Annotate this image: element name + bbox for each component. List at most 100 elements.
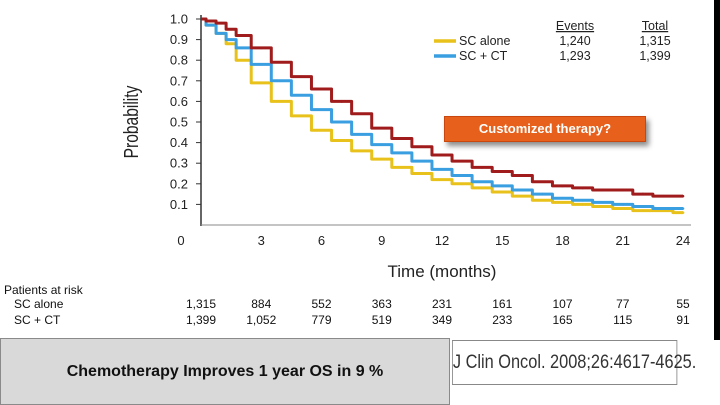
at-risk-row-label-sc-ct: SC + CT xyxy=(14,313,61,327)
curve-point xyxy=(500,190,504,194)
curve-point xyxy=(209,23,213,27)
curve-point xyxy=(621,203,625,206)
curve-point xyxy=(219,21,223,25)
curve-point xyxy=(360,149,363,153)
at-risk-title: Patients at risk xyxy=(4,283,84,297)
curve-point xyxy=(420,172,424,175)
curve-point xyxy=(601,205,604,208)
chart-legend: Events Total SC alone 1,240 1,315 SC + C… xyxy=(434,19,671,63)
curve-point xyxy=(621,207,625,210)
legend-events-sc-alone: 1,240 xyxy=(559,34,590,48)
legend-header-events: Events xyxy=(556,19,594,33)
at-risk-value: 1,399 xyxy=(186,313,216,327)
curve-point xyxy=(380,157,384,161)
x-tick-label: 9 xyxy=(378,233,385,248)
at-risk-row-label-sc-alone: SC alone xyxy=(14,297,64,311)
at-risk-value: 161 xyxy=(492,297,512,311)
at-risk-value: 233 xyxy=(492,313,512,327)
curve-point xyxy=(521,194,524,198)
curve-point xyxy=(541,180,544,184)
curve-point xyxy=(300,114,303,118)
x-tick-labels: 0 3 6 9 12 15 18 21 24 xyxy=(177,233,690,248)
y-tick-label: 0.3 xyxy=(170,156,188,171)
legend-total-sc-ct: 1,399 xyxy=(639,49,670,63)
x-tick-label: 12 xyxy=(435,233,449,248)
curve-point xyxy=(681,194,685,198)
curve-point xyxy=(500,170,504,173)
curve-point xyxy=(581,203,584,206)
curve-sc-ct xyxy=(201,17,683,211)
curve-point xyxy=(300,93,303,97)
x-tick-label: 3 xyxy=(258,233,265,248)
legend-label-sc-ct: SC + CT xyxy=(459,49,508,63)
curve-point xyxy=(561,184,564,188)
curve-point xyxy=(561,196,564,200)
curve-point xyxy=(641,192,645,196)
patients-at-risk-table: Patients at risk SC alone SC + CT 1,315 8… xyxy=(4,283,690,327)
curve-point xyxy=(380,126,384,130)
curve-point xyxy=(641,209,645,212)
curve-point xyxy=(239,34,243,37)
x-axis-label: Time (months) xyxy=(388,262,497,281)
chart-axes xyxy=(196,15,691,226)
at-risk-value: 884 xyxy=(251,297,271,311)
curve-point xyxy=(400,137,404,140)
y-tick-label: 0.6 xyxy=(170,94,188,109)
at-risk-value: 552 xyxy=(311,297,331,311)
y-tick-label: 0.4 xyxy=(170,135,188,150)
at-risk-value: 77 xyxy=(616,297,630,311)
at-risk-value: 1,052 xyxy=(246,313,276,327)
at-risk-value: 55 xyxy=(676,297,690,311)
curve-point xyxy=(480,180,484,184)
y-tick-label: 0.9 xyxy=(170,32,188,47)
curve-point xyxy=(641,205,645,208)
curve-point xyxy=(280,100,283,103)
curve-point xyxy=(380,143,384,146)
curve-point xyxy=(340,100,343,103)
customized-therapy-callout: Customized therapy? xyxy=(444,116,646,142)
curve-point xyxy=(521,174,524,177)
conclusion-box: Chemotherapy Improves 1 year OS in 9 % xyxy=(0,338,450,405)
curve-point xyxy=(460,174,464,177)
y-tick-label: 0.5 xyxy=(170,115,188,130)
curve-point xyxy=(420,145,424,149)
at-risk-value: 107 xyxy=(552,297,572,311)
at-risk-value: 91 xyxy=(676,313,690,327)
curve-point xyxy=(541,198,544,202)
at-risk-value: 349 xyxy=(432,313,452,327)
curve-point xyxy=(360,133,363,136)
y-tick-labels: 0.1 0.2 0.3 0.4 0.5 0.6 0.7 0.8 0.9 1.0 xyxy=(170,12,188,212)
y-tick-label: 0.7 xyxy=(170,73,188,88)
curve-point xyxy=(440,178,444,181)
curve-point xyxy=(440,153,444,157)
curve-point xyxy=(460,159,464,163)
curve-point xyxy=(601,188,604,192)
curve-point xyxy=(229,38,233,41)
at-risk-value: 231 xyxy=(432,297,452,311)
curve-point xyxy=(360,112,363,116)
at-risk-value: 363 xyxy=(372,297,392,311)
y-axis-label: Probability xyxy=(120,86,142,159)
curve-point xyxy=(209,19,213,23)
curve-point xyxy=(400,166,404,169)
curve-point xyxy=(320,87,323,91)
curve-point xyxy=(259,63,263,66)
at-risk-value: 1,315 xyxy=(186,297,216,311)
journal-citation: J Clin Oncol. 2008;26:4617-4625. xyxy=(452,340,696,385)
curve-point xyxy=(239,58,243,62)
curve-point xyxy=(420,159,424,163)
curve-point xyxy=(280,79,283,83)
curve-point xyxy=(541,192,544,196)
x-tick-label: 24 xyxy=(676,233,690,248)
x-tick-label: 18 xyxy=(555,233,569,248)
curve-point xyxy=(340,139,343,142)
curve-point xyxy=(440,168,444,171)
curve-point xyxy=(300,75,303,78)
y-tick-label: 1.0 xyxy=(170,12,188,27)
curve-point xyxy=(229,42,233,46)
y-tick-label: 0.1 xyxy=(170,197,188,212)
curve-point xyxy=(229,28,233,31)
at-risk-value: 519 xyxy=(372,313,392,327)
curve-point xyxy=(460,182,464,186)
curve-point xyxy=(480,166,484,169)
